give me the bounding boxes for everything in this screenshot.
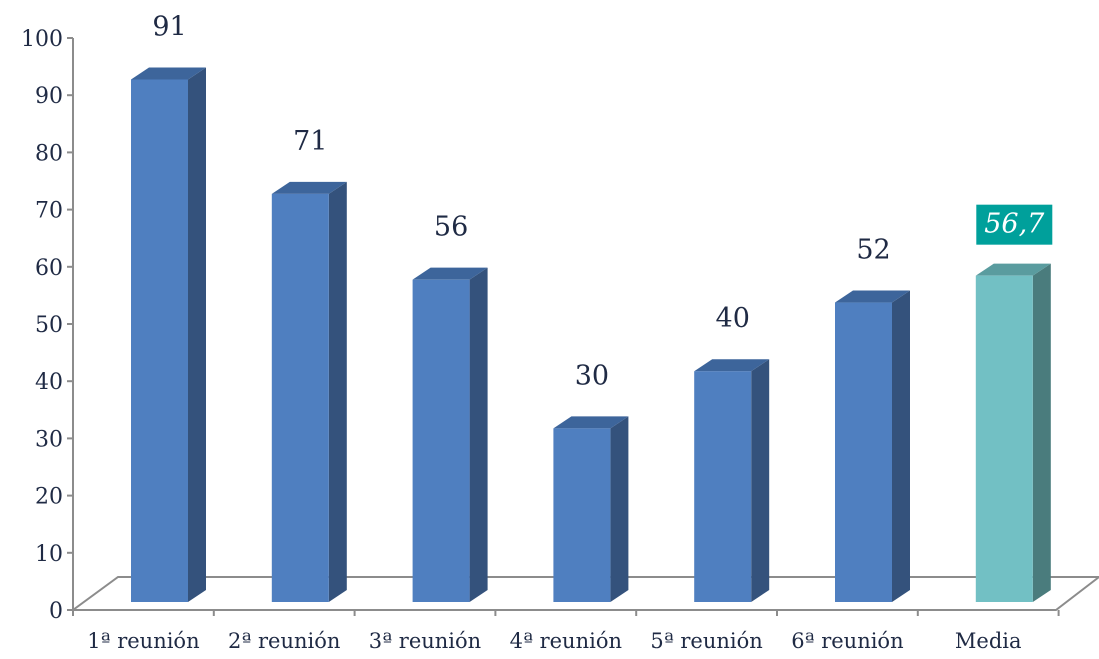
bar-top bbox=[553, 416, 629, 429]
bar-side bbox=[188, 67, 206, 603]
bar-front bbox=[271, 193, 329, 602]
y-tick-label: 50 bbox=[35, 313, 63, 338]
x-category-label: 1ª reunión bbox=[87, 629, 199, 653]
bar bbox=[694, 359, 770, 602]
data-label: 52 bbox=[856, 235, 890, 266]
bar bbox=[553, 416, 629, 602]
x-category-label: Media bbox=[955, 629, 1022, 653]
data-label: 30 bbox=[575, 360, 609, 391]
y-tick-label: 80 bbox=[35, 141, 63, 166]
y-tick-label: 90 bbox=[35, 84, 63, 109]
bar-front bbox=[131, 79, 188, 603]
bar bbox=[975, 263, 1051, 602]
x-category-label: 5ª reunión bbox=[650, 629, 762, 653]
y-tick-label: 0 bbox=[49, 599, 63, 624]
bar-front bbox=[975, 275, 1033, 602]
bar bbox=[412, 267, 488, 602]
y-tick-label: 40 bbox=[35, 370, 63, 395]
bar-side bbox=[469, 267, 488, 602]
data-labels: 91 71 56 30 40 52 56,7 bbox=[152, 11, 1053, 391]
bar-top bbox=[131, 67, 206, 80]
x-category-label: 6ª reunión bbox=[791, 629, 903, 653]
bar-top bbox=[271, 181, 347, 194]
y-tick-label: 30 bbox=[35, 427, 63, 452]
bar-top bbox=[694, 359, 770, 372]
y-tick-label: 60 bbox=[35, 256, 63, 281]
data-label: 71 bbox=[293, 126, 327, 157]
bar-side bbox=[328, 181, 347, 602]
bar-top bbox=[412, 267, 488, 280]
y-tick-label: 10 bbox=[35, 542, 63, 567]
bar bbox=[835, 290, 910, 602]
data-label: 91 bbox=[152, 11, 186, 42]
bar bbox=[131, 67, 206, 603]
bar-side bbox=[892, 290, 910, 602]
bar-top bbox=[975, 263, 1051, 276]
x-axis: 1ª reunión 2ª reunión 3ª reunión 4ª reunión… bbox=[72, 610, 1060, 653]
data-label: 40 bbox=[716, 303, 750, 334]
y-tick-label: 70 bbox=[35, 199, 63, 224]
data-label: 56,7 bbox=[984, 209, 1045, 240]
bar-front bbox=[694, 371, 752, 602]
bar-front bbox=[835, 302, 892, 602]
x-category-label: 2ª reunión bbox=[228, 629, 340, 653]
bar bbox=[271, 181, 347, 602]
bar-front bbox=[412, 279, 470, 602]
chart-floor bbox=[69, 576, 1099, 611]
y-tick-label: 100 bbox=[21, 27, 63, 52]
bars bbox=[131, 67, 1051, 603]
bar-front bbox=[553, 428, 611, 602]
floor-plane bbox=[69, 576, 1099, 611]
y-axis: 0 10 20 30 40 50 60 70 80 90 100 bbox=[21, 27, 74, 624]
bar-side bbox=[751, 359, 770, 602]
data-label-background bbox=[976, 204, 1053, 245]
x-category-label: 3ª reunión bbox=[369, 629, 481, 653]
bar-top bbox=[835, 290, 910, 303]
data-label: 56 bbox=[434, 212, 468, 243]
x-category-label: 4ª reunión bbox=[510, 629, 622, 653]
bar-side bbox=[1032, 263, 1051, 602]
bar-side bbox=[610, 416, 629, 602]
y-tick-label: 20 bbox=[35, 485, 63, 510]
